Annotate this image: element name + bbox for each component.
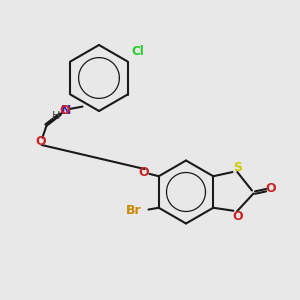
Text: Cl: Cl xyxy=(131,45,144,58)
Text: H: H xyxy=(52,111,61,121)
Text: N: N xyxy=(61,104,71,117)
Text: Br: Br xyxy=(126,204,142,217)
Text: S: S xyxy=(233,161,242,174)
Text: O: O xyxy=(138,166,149,178)
Text: O: O xyxy=(59,104,70,117)
Text: O: O xyxy=(266,182,276,196)
Text: O: O xyxy=(232,210,243,223)
Text: O: O xyxy=(36,135,46,148)
